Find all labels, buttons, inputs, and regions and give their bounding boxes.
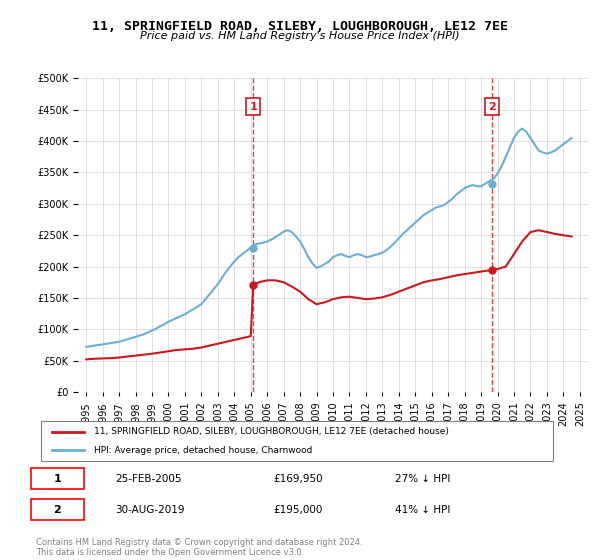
Text: Price paid vs. HM Land Registry's House Price Index (HPI): Price paid vs. HM Land Registry's House … <box>140 31 460 41</box>
Text: £169,950: £169,950 <box>274 474 323 484</box>
Text: 11, SPRINGFIELD ROAD, SILEBY, LOUGHBOROUGH, LE12 7EE: 11, SPRINGFIELD ROAD, SILEBY, LOUGHBOROU… <box>92 20 508 32</box>
Text: 30-AUG-2019: 30-AUG-2019 <box>115 505 185 515</box>
FancyBboxPatch shape <box>31 468 83 489</box>
Text: £195,000: £195,000 <box>274 505 323 515</box>
FancyBboxPatch shape <box>31 499 83 520</box>
Text: 1: 1 <box>250 101 257 111</box>
Text: 25-FEB-2005: 25-FEB-2005 <box>115 474 182 484</box>
Text: 2: 2 <box>488 101 496 111</box>
Text: 2: 2 <box>53 505 61 515</box>
Text: 1: 1 <box>53 474 61 484</box>
Text: 27% ↓ HPI: 27% ↓ HPI <box>395 474 451 484</box>
Text: HPI: Average price, detached house, Charnwood: HPI: Average price, detached house, Char… <box>94 446 313 455</box>
FancyBboxPatch shape <box>41 421 553 461</box>
Text: Contains HM Land Registry data © Crown copyright and database right 2024.
This d: Contains HM Land Registry data © Crown c… <box>36 538 362 557</box>
Text: 11, SPRINGFIELD ROAD, SILEBY, LOUGHBOROUGH, LE12 7EE (detached house): 11, SPRINGFIELD ROAD, SILEBY, LOUGHBOROU… <box>94 427 449 436</box>
Text: 41% ↓ HPI: 41% ↓ HPI <box>395 505 451 515</box>
